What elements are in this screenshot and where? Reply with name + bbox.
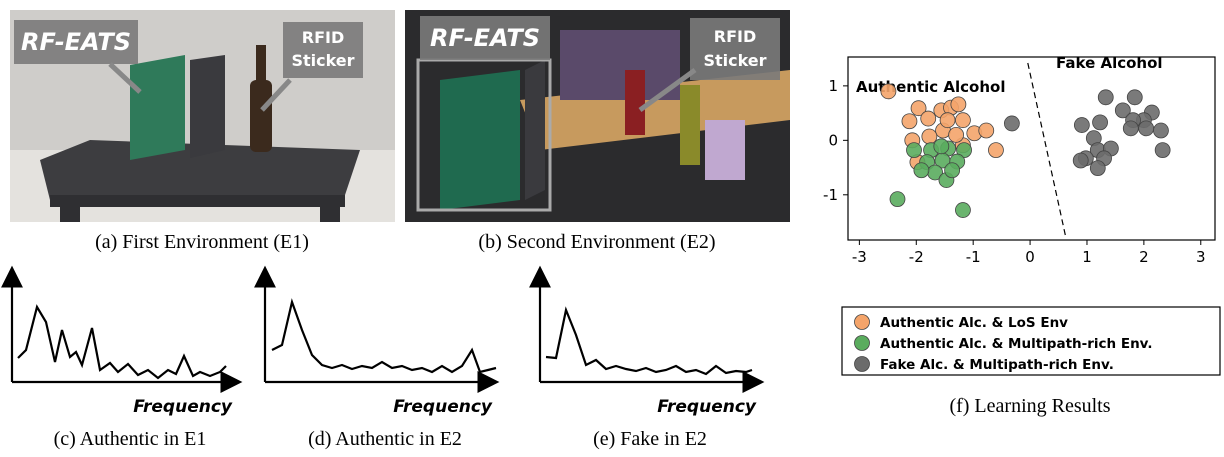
y-tick-label: 0 bbox=[828, 131, 838, 149]
axis-label: Frequency bbox=[393, 397, 493, 417]
point bbox=[988, 142, 1004, 159]
caption: (a) First Environment (E1) bbox=[95, 231, 309, 253]
device-label: RF-EATS bbox=[21, 28, 131, 56]
point bbox=[906, 142, 922, 159]
sticker-label: RFID bbox=[714, 27, 756, 46]
point bbox=[933, 138, 950, 155]
point bbox=[1073, 117, 1090, 133]
x-tick-label: -1 bbox=[966, 248, 981, 266]
point bbox=[1153, 122, 1169, 139]
legend-marker bbox=[854, 314, 870, 330]
point bbox=[913, 162, 930, 179]
caption: (b) Second Environment (E2) bbox=[478, 231, 715, 253]
point bbox=[978, 122, 995, 139]
point bbox=[939, 112, 956, 129]
sketch-c bbox=[0, 265, 243, 393]
x-tick-label: -3 bbox=[852, 248, 867, 266]
legend-marker bbox=[854, 356, 870, 372]
sticker-label: RFID bbox=[302, 28, 344, 47]
point bbox=[955, 112, 971, 129]
legend-label: Fake Alc. & Multipath-rich Env. bbox=[880, 357, 1114, 373]
sticker-label: Sticker bbox=[703, 51, 766, 70]
x-tick-label: 0 bbox=[1025, 248, 1035, 266]
caption: (f) Learning Results bbox=[949, 395, 1110, 417]
axis-label: Frequency bbox=[657, 397, 757, 417]
sticker-label: Sticker bbox=[291, 51, 354, 70]
legend-label: Authentic Alc. & LoS Env bbox=[880, 315, 1068, 331]
plot-frame bbox=[847, 56, 1216, 241]
point bbox=[921, 128, 938, 145]
point bbox=[944, 162, 961, 179]
sketch-d bbox=[254, 265, 500, 393]
x-tick-label: -2 bbox=[909, 248, 924, 266]
point bbox=[1114, 102, 1131, 119]
point bbox=[1092, 114, 1108, 131]
point bbox=[1072, 152, 1089, 169]
point bbox=[950, 96, 967, 113]
point bbox=[1154, 142, 1171, 159]
y-tick-label: 1 bbox=[828, 77, 838, 95]
point bbox=[1089, 160, 1106, 177]
y-tick-label: -1 bbox=[823, 186, 838, 204]
point bbox=[880, 83, 897, 100]
legend-marker bbox=[854, 335, 870, 351]
point bbox=[1122, 120, 1139, 137]
point bbox=[1003, 115, 1020, 132]
legend-label: Authentic Alc. & Multipath-rich Env. bbox=[880, 336, 1153, 352]
x-tick-label: 1 bbox=[1082, 248, 1092, 266]
point bbox=[901, 113, 918, 130]
annotation: Fake Alcohol bbox=[1056, 54, 1163, 72]
point bbox=[1138, 120, 1155, 137]
point bbox=[955, 202, 971, 218]
point bbox=[948, 126, 965, 143]
legend-box bbox=[841, 306, 1221, 376]
x-tick-label: 2 bbox=[1139, 248, 1149, 266]
point bbox=[910, 100, 927, 117]
axis-label: Frequency bbox=[133, 397, 233, 417]
point bbox=[1097, 89, 1114, 106]
x-tick-label: 3 bbox=[1196, 248, 1206, 266]
decision-boundary bbox=[1027, 62, 1067, 238]
caption: (c) Authentic in E1 bbox=[54, 428, 207, 450]
caption: (d) Authentic in E2 bbox=[308, 428, 462, 450]
point bbox=[920, 110, 937, 127]
point bbox=[889, 191, 906, 208]
annotation: Authentic Alcohol bbox=[856, 78, 1006, 96]
photo-a: RF-EATS RFID Sticker bbox=[10, 10, 395, 222]
sketch-e bbox=[529, 265, 765, 393]
photo-b: RF-EATS RFID Sticker bbox=[405, 10, 790, 222]
device-label: RF-EATS bbox=[430, 24, 540, 52]
caption: (e) Fake in E2 bbox=[593, 428, 707, 450]
point bbox=[1126, 89, 1143, 106]
